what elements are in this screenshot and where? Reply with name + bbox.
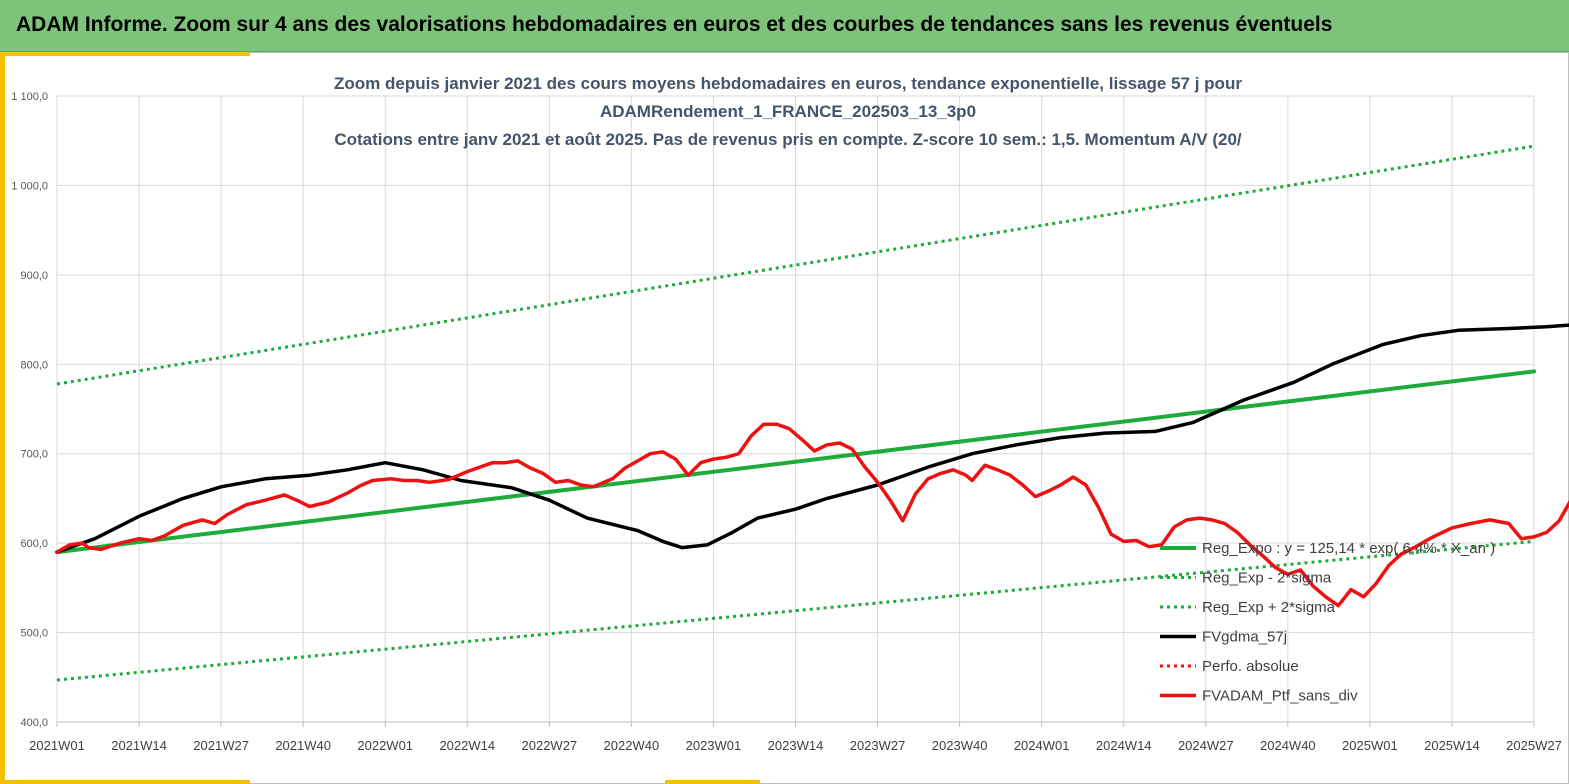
x-tick-label: 2022W40 [604, 738, 660, 753]
chart-title-line: Zoom depuis janvier 2021 des cours moyen… [334, 74, 1242, 93]
legend-label: FVADAM_Ptf_sans_div [1202, 688, 1358, 705]
chart-title: Zoom depuis janvier 2021 des cours moyen… [334, 74, 1242, 149]
x-tick-label: 2023W40 [932, 738, 988, 753]
y-tick-label: 1 000,0 [11, 180, 48, 192]
series-line-2 [56, 144, 1535, 386]
report-banner: ADAM Informe. Zoom sur 4 ans des valoris… [0, 0, 1569, 52]
x-axis: 2021W01 2021W14 2021W27 2021W40 2022W01 2022W… [29, 721, 1562, 753]
accent-bar-left [0, 52, 5, 780]
banner-title: ADAM Informe. Zoom sur 4 ans des valoris… [16, 13, 1333, 36]
x-tick-label: 2021W14 [111, 738, 167, 753]
chart-title-line: Cotations entre janv 2021 et août 2025. … [334, 130, 1242, 149]
x-tick-label: 2025W14 [1424, 738, 1480, 753]
legend-label: Reg_Exp - 2*sigma [1202, 570, 1332, 587]
accent-bar-top [0, 52, 250, 56]
x-tick-label: 2021W01 [29, 738, 85, 753]
x-tick-label: 2024W27 [1178, 738, 1234, 753]
legend-label: Reg_Expo : y = 125,14 * exp( 6,4% * X_an… [1202, 540, 1495, 557]
chart-grid [56, 95, 1535, 723]
chart-series [55, 144, 1569, 682]
series-line-3 [55, 323, 1569, 554]
series-line-5 [55, 422, 1569, 608]
y-tick-label: 500,0 [20, 628, 48, 640]
x-tick-label: 2023W14 [768, 738, 824, 753]
accent-bar-bottom [0, 780, 250, 784]
x-tick-label: 2024W01 [1014, 738, 1070, 753]
x-tick-label: 2021W27 [193, 738, 249, 753]
y-tick-label: 600,0 [20, 538, 48, 550]
x-tick-label: 2022W27 [522, 738, 578, 753]
x-tick-label: 2024W40 [1260, 738, 1316, 753]
x-tick-label: 2022W01 [357, 738, 413, 753]
y-tick-label: 700,0 [20, 449, 48, 461]
x-tick-label: 2022W14 [439, 738, 495, 753]
x-tick-label: 2021W40 [275, 738, 331, 753]
chart-legend: Reg_Expo : y = 125,14 * exp( 6,4% * X_an… [1160, 540, 1495, 705]
y-axis: 400,0 500,0 600,0 700,0 800,0 900,0 1 000,0 1 1… [11, 91, 48, 729]
x-tick-label: 2023W01 [686, 738, 742, 753]
legend-label: Reg_Exp + 2*sigma [1202, 599, 1336, 616]
series-line-0 [55, 369, 1536, 555]
x-tick-label: 2024W14 [1096, 738, 1152, 753]
legend-label: FVgdma_57j [1202, 629, 1287, 646]
y-tick-label: 900,0 [20, 270, 48, 282]
chart-title-line: ADAMRendement_1_FRANCE_202503_13_3p0 [600, 102, 976, 121]
accent-bar-bottom-mid [665, 780, 760, 784]
y-tick-label: 800,0 [20, 359, 48, 371]
x-tick-label: 2023W27 [850, 738, 906, 753]
x-tick-label: 2025W01 [1342, 738, 1398, 753]
y-tick-label: 1 100,0 [11, 91, 48, 103]
y-tick-label: 400,0 [20, 717, 48, 729]
x-tick-label: 2025W27 [1506, 738, 1562, 753]
series-line-1 [56, 539, 1535, 682]
legend-label: Perfo. absolue [1202, 658, 1299, 675]
